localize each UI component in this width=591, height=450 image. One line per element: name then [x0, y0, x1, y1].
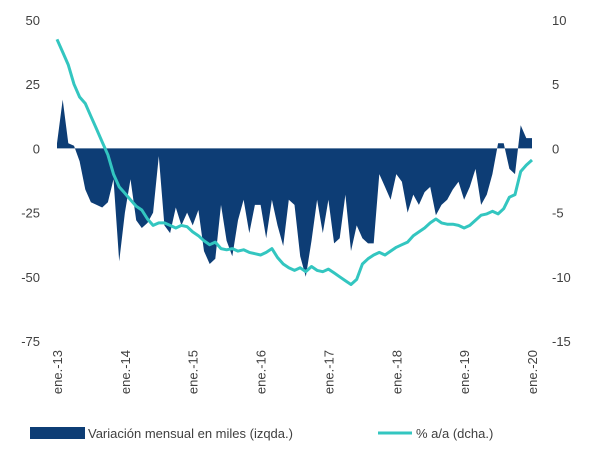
line [55, 38, 534, 286]
legend-label: Variación mensual en miles (izqda.) [88, 426, 293, 441]
y2-tick-label: 5 [552, 77, 559, 92]
y-tick-label: 0 [33, 141, 40, 156]
x-tick-label: ene.-19 [457, 350, 472, 394]
x-tick-label: ene.-13 [50, 350, 65, 394]
y-tick-label: -75 [21, 334, 40, 349]
x-tick-label: ene.-20 [525, 350, 540, 394]
y-tick-label: 25 [26, 77, 40, 92]
y2-tick-label: -10 [552, 270, 571, 285]
y-tick-label: -25 [21, 206, 40, 221]
y2-tick-label: 10 [552, 13, 566, 28]
x-tick-label: ene.-15 [186, 350, 201, 394]
x-tick-label: ene.-17 [321, 350, 336, 394]
legend-swatch [30, 427, 85, 439]
x-tick-label: ene.-16 [254, 350, 269, 394]
area [57, 99, 532, 277]
legend-label: % a/a (dcha.) [416, 426, 493, 441]
y-tick-label: -50 [21, 270, 40, 285]
y-tick-label: 50 [26, 13, 40, 28]
y2-tick-label: -5 [552, 206, 564, 221]
x-tick-label: ene.-18 [389, 350, 404, 394]
y2-tick-label: 0 [552, 141, 559, 156]
y2-tick-label: -15 [552, 334, 571, 349]
x-tick-label: ene.-14 [118, 350, 133, 394]
